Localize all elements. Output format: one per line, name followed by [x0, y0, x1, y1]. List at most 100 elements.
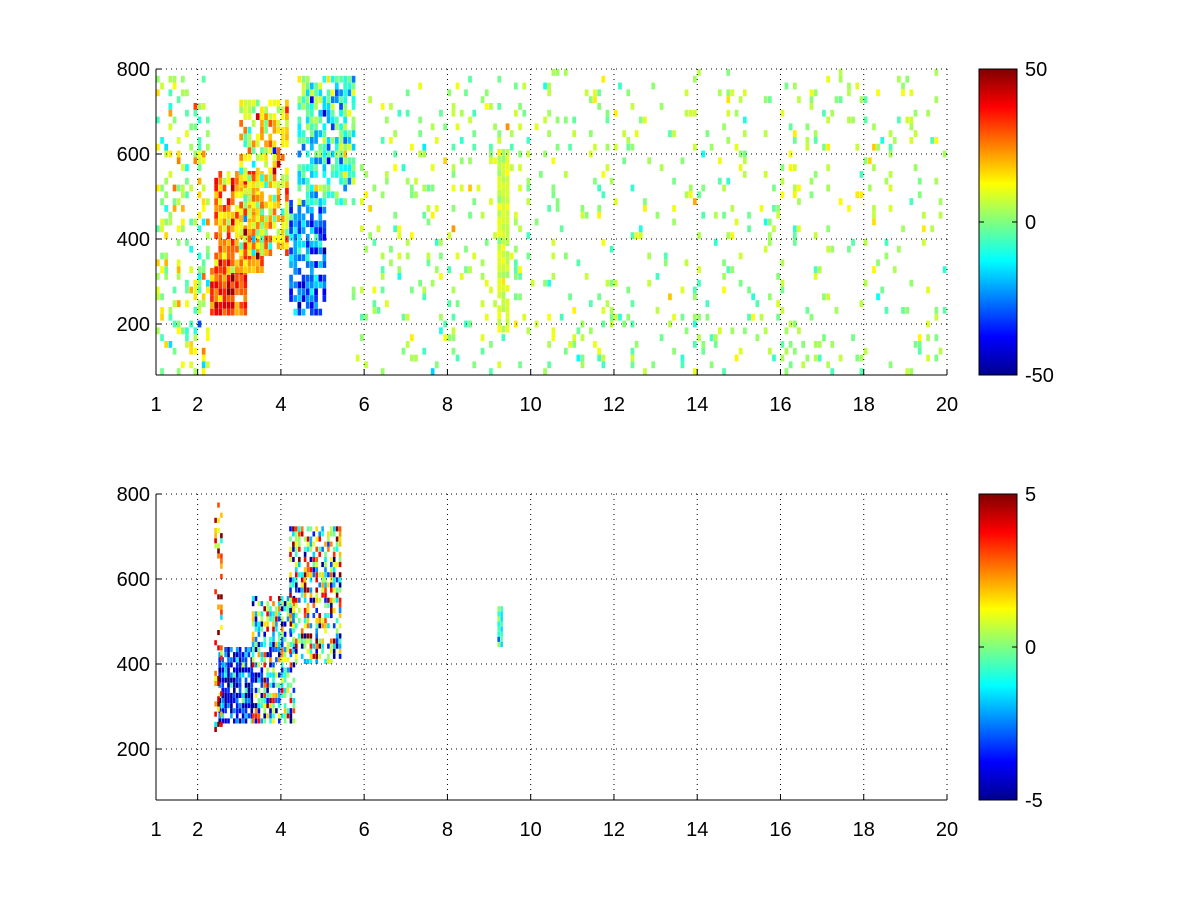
heatmap-cell: [613, 143, 618, 151]
heatmap-cell: [272, 641, 275, 647]
heatmap-cell: [278, 601, 281, 607]
heatmap-cell: [501, 244, 506, 251]
heatmap-cell: [185, 109, 189, 117]
heatmap-cell: [347, 177, 352, 185]
heatmap-cell: [500, 626, 503, 632]
heatmap-cell: [888, 143, 893, 151]
heatmap-cell: [321, 623, 324, 629]
heatmap-cell: [176, 320, 181, 328]
heatmap-cell: [489, 143, 493, 151]
heatmap-cell: [501, 148, 506, 156]
heatmap-cell: [189, 266, 193, 273]
heatmap-cell: [251, 242, 256, 250]
heatmap-cell: [809, 96, 814, 103]
heatmap-cell: [309, 556, 313, 562]
heatmap-cell: [295, 638, 298, 644]
heatmap-cell: [260, 667, 264, 673]
heatmap-cell: [305, 89, 310, 97]
heatmap-cell: [380, 191, 385, 199]
heatmap-cell: [224, 708, 227, 714]
heatmap-cell: [768, 293, 772, 301]
heatmap-cell: [609, 313, 614, 321]
heatmap-cell: [422, 347, 427, 355]
heatmap-cell: [286, 657, 290, 663]
heatmap-cell: [309, 633, 313, 639]
heatmap-cell: [286, 682, 290, 688]
heatmap-cell: [701, 347, 706, 355]
heatmap-cell: [315, 643, 318, 649]
heatmap-cell: [176, 327, 181, 335]
heatmap-cell: [272, 222, 277, 229]
heatmap-cell: [315, 562, 318, 568]
heatmap-cell: [168, 313, 173, 321]
heatmap-cell: [214, 675, 217, 681]
y-tick-label: 600: [117, 144, 150, 166]
heatmap-cell: [892, 137, 897, 144]
heatmap-cell: [855, 143, 860, 151]
heatmap-cell: [310, 301, 314, 309]
heatmap-cell: [247, 259, 252, 267]
heatmap-cell: [201, 273, 206, 280]
heatmap-cell: [322, 254, 327, 262]
heatmap-cell: [315, 597, 318, 603]
heatmap-cell: [514, 293, 518, 301]
heatmap-cell: [230, 672, 233, 678]
heatmap-cell: [426, 184, 431, 192]
heatmap-cell: [300, 587, 304, 593]
heatmap-cell: [322, 103, 327, 110]
heatmap-cell: [793, 137, 797, 144]
heatmap-cell: [214, 517, 217, 523]
heatmap-cell: [826, 293, 830, 301]
heatmap-cell: [280, 621, 284, 627]
heatmap-cell: [297, 227, 302, 234]
heatmap-cell: [303, 577, 307, 583]
heatmap-cell: [314, 184, 318, 192]
heatmap-cell: [168, 171, 173, 178]
heatmap-cell: [293, 247, 298, 255]
heatmap-cell: [244, 662, 248, 668]
heatmap-cell: [227, 698, 230, 704]
heatmap-cell: [330, 96, 335, 103]
heatmap-cell: [309, 597, 313, 603]
heatmap-cell: [813, 89, 818, 97]
heatmap-cell: [286, 708, 290, 714]
x-tick-label: 10: [520, 394, 542, 416]
heatmap-cell: [743, 327, 747, 335]
heatmap-cell: [181, 164, 185, 171]
heatmap-cell: [255, 167, 260, 175]
heatmap-cell: [309, 638, 313, 644]
heatmap-cell: [312, 613, 316, 619]
heatmap-cell: [813, 130, 818, 137]
heatmap-cell: [738, 252, 743, 260]
heatmap-cell: [217, 696, 220, 702]
heatmap-cell: [788, 123, 793, 131]
heatmap-cell: [243, 228, 248, 236]
heatmap-cell: [303, 567, 307, 573]
heatmap-cell: [217, 675, 220, 681]
heatmap-cell: [547, 130, 551, 137]
heatmap-cell: [324, 587, 327, 593]
heatmap-cell: [230, 657, 233, 663]
heatmap-cell: [859, 300, 864, 307]
heatmap-cell: [266, 611, 269, 617]
heatmap-cell: [647, 279, 651, 287]
heatmap-cell: [301, 89, 306, 97]
heatmap-cell: [156, 184, 160, 192]
heatmap-cell: [455, 252, 460, 260]
heatmap-cell: [160, 225, 164, 233]
heatmap-cell: [322, 198, 327, 205]
heatmap-cell: [298, 638, 301, 644]
heatmap-cell: [938, 211, 943, 219]
heatmap-cell: [303, 638, 307, 644]
colorbar: 50-5: [978, 484, 1043, 812]
heatmap-cell: [286, 667, 290, 673]
heatmap-cell: [335, 577, 339, 583]
heatmap-cell: [292, 618, 295, 624]
heatmap-cell: [221, 662, 224, 668]
heatmap-cell: [247, 266, 252, 273]
heatmap-cell: [214, 533, 217, 539]
heatmap-cell: [280, 641, 284, 647]
heatmap-cell: [338, 587, 342, 593]
heatmap-cell: [164, 341, 168, 348]
heatmap-cell: [260, 113, 264, 120]
